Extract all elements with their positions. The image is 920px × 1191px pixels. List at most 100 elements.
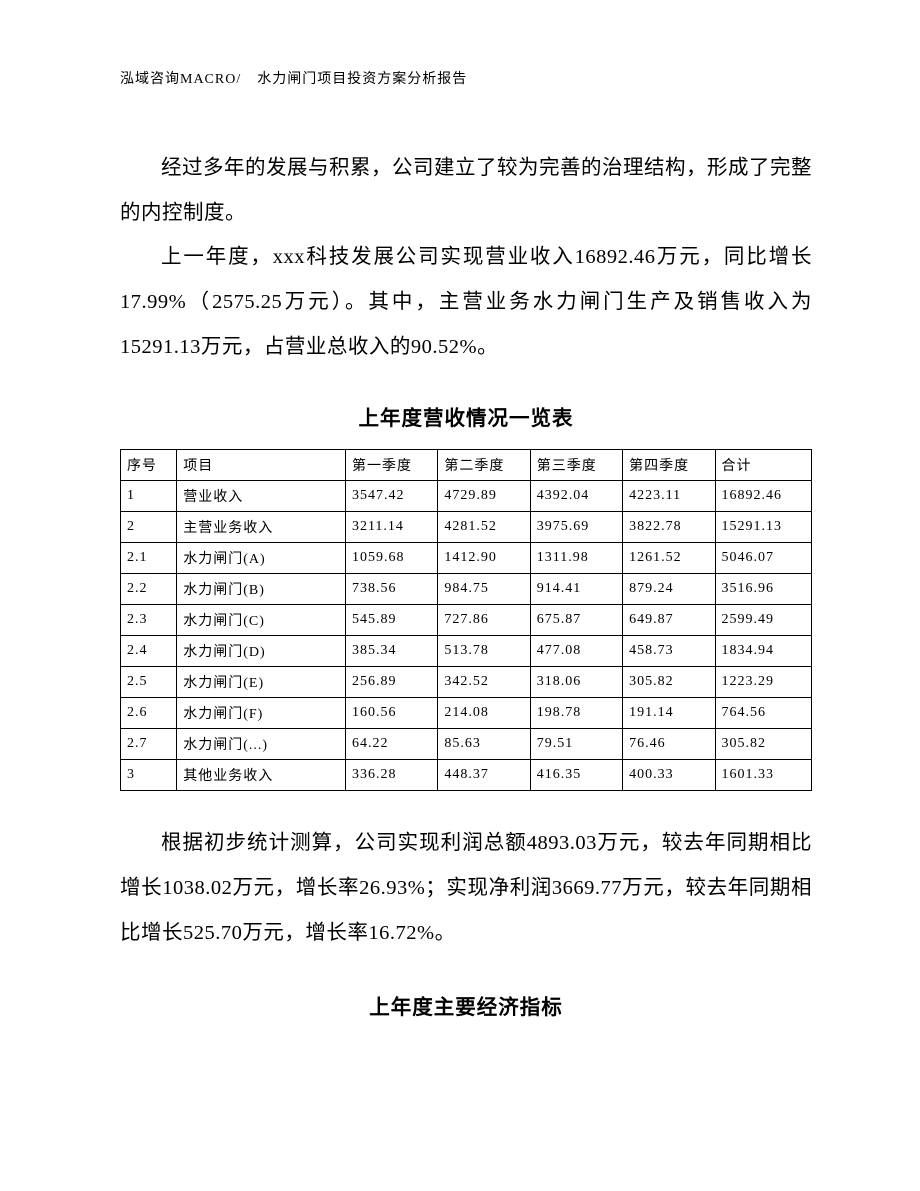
cell-total: 1223.29 bbox=[715, 667, 811, 698]
header-right: 水力闸门项目投资方案分析报告 bbox=[257, 72, 467, 87]
cell-item: 水力闸门(B) bbox=[177, 574, 346, 605]
cell-total: 2599.49 bbox=[715, 605, 811, 636]
cell-item: 营业收入 bbox=[177, 481, 346, 512]
revenue-table: 序号 项目 第一季度 第二季度 第三季度 第四季度 合计 1 营业收入 3547… bbox=[120, 449, 812, 791]
cell-total: 16892.46 bbox=[715, 481, 811, 512]
cell-q4: 400.33 bbox=[623, 760, 715, 791]
table-row: 2.2 水力闸门(B) 738.56 984.75 914.41 879.24 … bbox=[121, 574, 812, 605]
cell-q4: 458.73 bbox=[623, 636, 715, 667]
table-row: 2.5 水力闸门(E) 256.89 342.52 318.06 305.82 … bbox=[121, 667, 812, 698]
body-text-block-2: 根据初步统计测算，公司实现利润总额4893.03万元，较去年同期相比增长1038… bbox=[120, 821, 812, 955]
cell-seq: 2.3 bbox=[121, 605, 177, 636]
table-row: 2.3 水力闸门(C) 545.89 727.86 675.87 649.87 … bbox=[121, 605, 812, 636]
cell-seq: 2.5 bbox=[121, 667, 177, 698]
cell-seq: 1 bbox=[121, 481, 177, 512]
cell-q2: 1412.90 bbox=[438, 543, 530, 574]
table-row: 3 其他业务收入 336.28 448.37 416.35 400.33 160… bbox=[121, 760, 812, 791]
cell-q4: 3822.78 bbox=[623, 512, 715, 543]
cell-q1: 1059.68 bbox=[345, 543, 437, 574]
table-2-title: 上年度主要经济指标 bbox=[120, 990, 812, 1020]
th-q1: 第一季度 bbox=[345, 450, 437, 481]
cell-q1: 336.28 bbox=[345, 760, 437, 791]
cell-q3: 3975.69 bbox=[530, 512, 622, 543]
cell-q1: 385.34 bbox=[345, 636, 437, 667]
cell-total: 764.56 bbox=[715, 698, 811, 729]
cell-q3: 1311.98 bbox=[530, 543, 622, 574]
cell-q4: 1261.52 bbox=[623, 543, 715, 574]
th-total: 合计 bbox=[715, 450, 811, 481]
paragraph-3: 根据初步统计测算，公司实现利润总额4893.03万元，较去年同期相比增长1038… bbox=[120, 821, 812, 955]
cell-q3: 318.06 bbox=[530, 667, 622, 698]
table-header-row: 序号 项目 第一季度 第二季度 第三季度 第四季度 合计 bbox=[121, 450, 812, 481]
paragraph-2: 上一年度，xxx科技发展公司实现营业收入16892.46万元，同比增长17.99… bbox=[120, 235, 812, 369]
cell-q3: 675.87 bbox=[530, 605, 622, 636]
cell-q1: 3547.42 bbox=[345, 481, 437, 512]
cell-total: 305.82 bbox=[715, 729, 811, 760]
cell-q2: 4729.89 bbox=[438, 481, 530, 512]
cell-total: 5046.07 bbox=[715, 543, 811, 574]
cell-q3: 4392.04 bbox=[530, 481, 622, 512]
cell-item: 水力闸门(D) bbox=[177, 636, 346, 667]
cell-q1: 545.89 bbox=[345, 605, 437, 636]
cell-seq: 2.6 bbox=[121, 698, 177, 729]
cell-item: 水力闸门(...) bbox=[177, 729, 346, 760]
cell-seq: 2.1 bbox=[121, 543, 177, 574]
header-left: 泓域咨询MACRO/ bbox=[120, 72, 241, 87]
cell-q1: 64.22 bbox=[345, 729, 437, 760]
cell-item: 水力闸门(A) bbox=[177, 543, 346, 574]
cell-q4: 305.82 bbox=[623, 667, 715, 698]
cell-q4: 4223.11 bbox=[623, 481, 715, 512]
th-item: 项目 bbox=[177, 450, 346, 481]
cell-seq: 2.2 bbox=[121, 574, 177, 605]
th-q4: 第四季度 bbox=[623, 450, 715, 481]
table-row: 2.1 水力闸门(A) 1059.68 1412.90 1311.98 1261… bbox=[121, 543, 812, 574]
cell-q3: 198.78 bbox=[530, 698, 622, 729]
cell-seq: 2 bbox=[121, 512, 177, 543]
page-header: 泓域咨询MACRO/ 水力闸门项目投资方案分析报告 bbox=[120, 68, 812, 88]
table-row: 2 主营业务收入 3211.14 4281.52 3975.69 3822.78… bbox=[121, 512, 812, 543]
cell-q1: 160.56 bbox=[345, 698, 437, 729]
cell-q2: 448.37 bbox=[438, 760, 530, 791]
page-container: 泓域咨询MACRO/ 水力闸门项目投资方案分析报告 经过多年的发展与积累，公司建… bbox=[0, 0, 920, 1020]
cell-q3: 477.08 bbox=[530, 636, 622, 667]
cell-total: 1601.33 bbox=[715, 760, 811, 791]
paragraph-1: 经过多年的发展与积累，公司建立了较为完善的治理结构，形成了完整的内控制度。 bbox=[120, 146, 812, 235]
cell-seq: 2.7 bbox=[121, 729, 177, 760]
cell-q2: 214.08 bbox=[438, 698, 530, 729]
cell-item: 主营业务收入 bbox=[177, 512, 346, 543]
body-text-block-1: 经过多年的发展与积累，公司建立了较为完善的治理结构，形成了完整的内控制度。 上一… bbox=[120, 146, 812, 369]
cell-q3: 416.35 bbox=[530, 760, 622, 791]
cell-seq: 3 bbox=[121, 760, 177, 791]
cell-q1: 256.89 bbox=[345, 667, 437, 698]
cell-q2: 85.63 bbox=[438, 729, 530, 760]
cell-q1: 738.56 bbox=[345, 574, 437, 605]
cell-total: 3516.96 bbox=[715, 574, 811, 605]
cell-q1: 3211.14 bbox=[345, 512, 437, 543]
th-q2: 第二季度 bbox=[438, 450, 530, 481]
table-row: 1 营业收入 3547.42 4729.89 4392.04 4223.11 1… bbox=[121, 481, 812, 512]
cell-q3: 914.41 bbox=[530, 574, 622, 605]
cell-item: 水力闸门(F) bbox=[177, 698, 346, 729]
cell-total: 1834.94 bbox=[715, 636, 811, 667]
table-row: 2.4 水力闸门(D) 385.34 513.78 477.08 458.73 … bbox=[121, 636, 812, 667]
th-q3: 第三季度 bbox=[530, 450, 622, 481]
cell-q2: 4281.52 bbox=[438, 512, 530, 543]
cell-item: 其他业务收入 bbox=[177, 760, 346, 791]
cell-seq: 2.4 bbox=[121, 636, 177, 667]
cell-item: 水力闸门(E) bbox=[177, 667, 346, 698]
cell-q2: 342.52 bbox=[438, 667, 530, 698]
cell-q4: 649.87 bbox=[623, 605, 715, 636]
cell-q4: 76.46 bbox=[623, 729, 715, 760]
table-row: 2.6 水力闸门(F) 160.56 214.08 198.78 191.14 … bbox=[121, 698, 812, 729]
cell-q2: 513.78 bbox=[438, 636, 530, 667]
table-body: 1 营业收入 3547.42 4729.89 4392.04 4223.11 1… bbox=[121, 481, 812, 791]
th-seq: 序号 bbox=[121, 450, 177, 481]
cell-item: 水力闸门(C) bbox=[177, 605, 346, 636]
cell-q4: 879.24 bbox=[623, 574, 715, 605]
cell-q2: 727.86 bbox=[438, 605, 530, 636]
cell-q4: 191.14 bbox=[623, 698, 715, 729]
cell-total: 15291.13 bbox=[715, 512, 811, 543]
cell-q2: 984.75 bbox=[438, 574, 530, 605]
table-row: 2.7 水力闸门(...) 64.22 85.63 79.51 76.46 30… bbox=[121, 729, 812, 760]
table-1-title: 上年度营收情况一览表 bbox=[120, 401, 812, 431]
